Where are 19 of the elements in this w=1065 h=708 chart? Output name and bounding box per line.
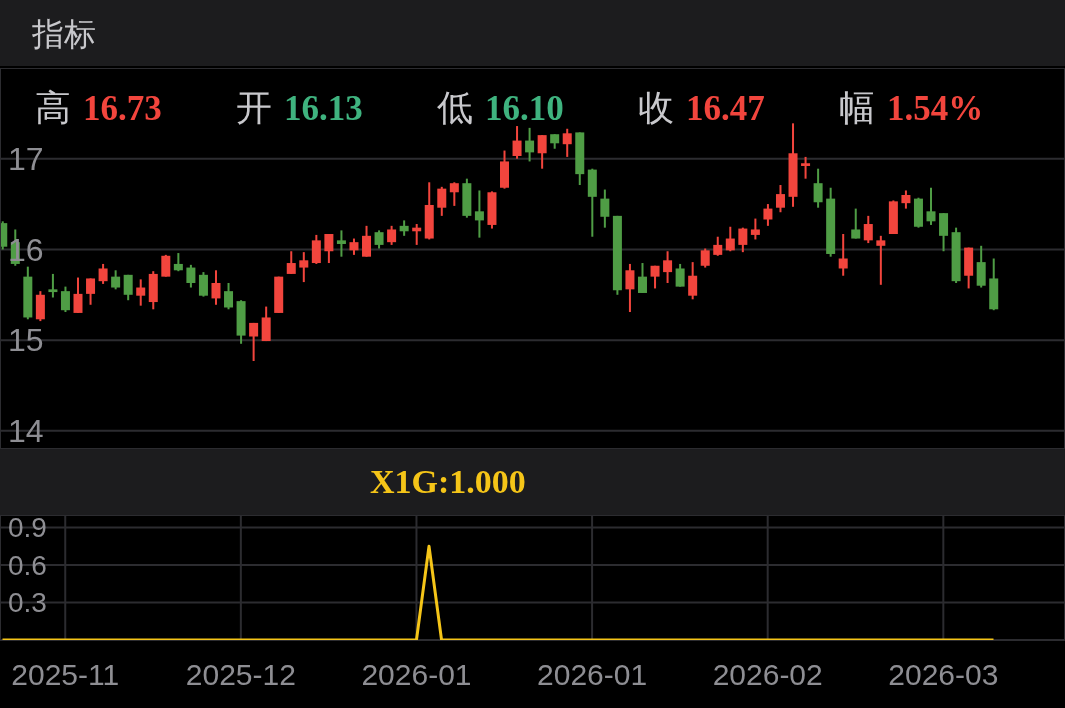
y-tick-label: 0.9: [8, 512, 47, 544]
y-tick-label: 14: [8, 413, 44, 450]
y-tick-label: 0.3: [8, 587, 47, 619]
annotation: 幅 1.54%: [839, 86, 984, 130]
x-tick-label: 2026-03: [888, 658, 999, 692]
x-tick-label: 2026-01: [537, 658, 648, 692]
annotation: 高 16.73: [35, 86, 162, 130]
x-tick-label: 2025-11: [11, 658, 120, 692]
chart-title: 指标: [32, 15, 96, 54]
annotation: 开 16.13: [236, 86, 363, 130]
chart-title: X1G:1.000: [370, 463, 526, 501]
annotation: 低 16.10: [437, 86, 564, 130]
annotation: 收 16.47: [638, 86, 765, 130]
y-tick-label: 0.6: [8, 549, 47, 581]
x-tick-label: 2026-01: [361, 658, 472, 692]
y-tick-label: 17: [8, 140, 44, 177]
x-tick-label: 2025-12: [185, 658, 296, 692]
y-tick-label: 15: [8, 322, 44, 359]
x-tick-label: 2026-02: [712, 658, 823, 692]
